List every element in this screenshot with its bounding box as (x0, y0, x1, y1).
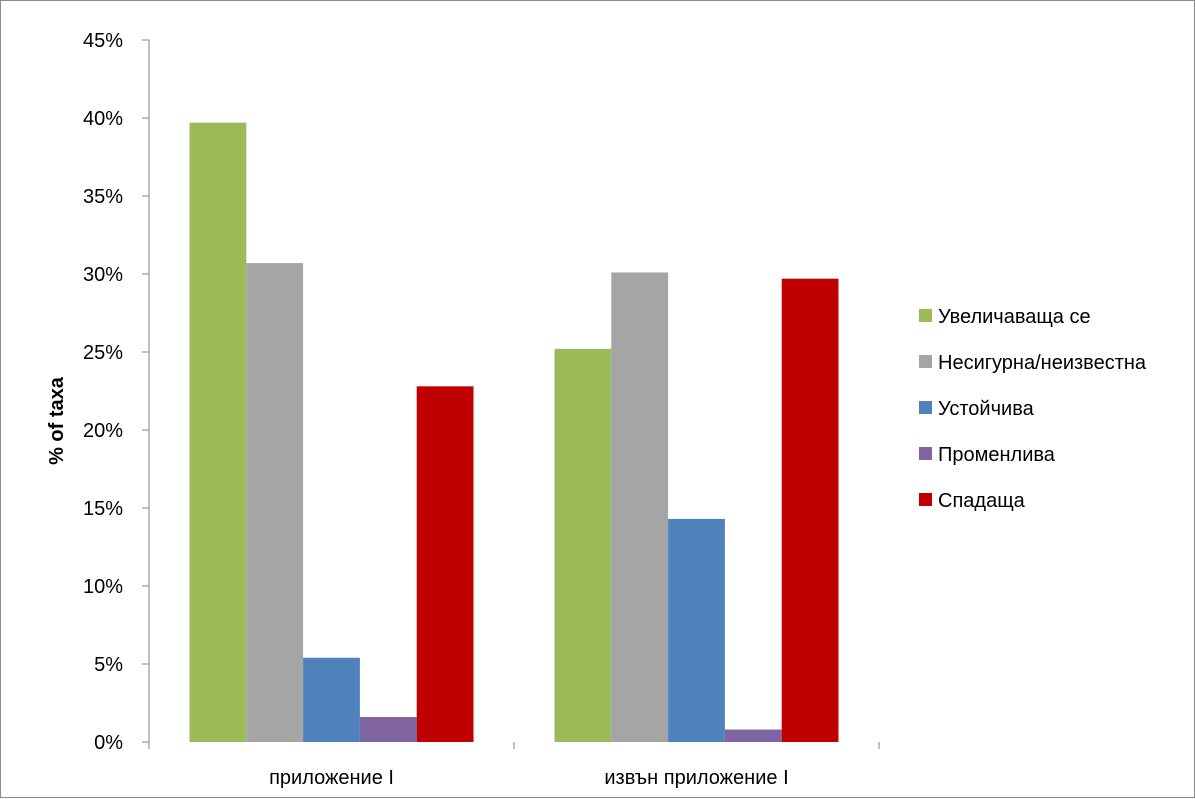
legend-label: Несигурна/неизвестна (938, 352, 1147, 374)
y-tick-label: 15% (83, 498, 123, 520)
bar-3-1 (303, 657, 360, 742)
x-category-label: извън приложение I (604, 767, 788, 789)
y-tick-label: 25% (83, 342, 123, 364)
bar-1-2 (554, 348, 612, 742)
legend-label: Спадаща (938, 490, 1026, 512)
y-tick-label: 30% (83, 264, 123, 286)
bar-1-1 (189, 122, 247, 743)
legend-swatch (919, 309, 932, 322)
bar-3-2 (668, 518, 725, 742)
bar-5-1 (416, 386, 474, 742)
y-tick-label: 35% (83, 186, 123, 208)
bar-2-2 (611, 272, 669, 742)
y-tick-label: 45% (83, 30, 123, 52)
legend: Увеличаваща се Несигурна/неизвестна Устойч… (919, 306, 1147, 512)
x-category-label: приложение I (269, 767, 394, 789)
legend-swatch (919, 401, 932, 414)
bar-4-2 (724, 729, 782, 742)
bar-4-1 (359, 717, 417, 742)
y-tick-label: 20% (83, 420, 123, 442)
legend-label: Променлива (938, 444, 1056, 466)
x-axis-labels: приложение I извън приложение I (269, 767, 789, 789)
bar-5-2 (781, 278, 839, 742)
bar-2-1 (246, 263, 304, 742)
bars (189, 122, 839, 743)
y-axis-ticks: 0% 5% 10% 15% 20% 25% 30% 35% 40% 45% (83, 30, 149, 754)
y-axis-title: % of taxa (46, 376, 68, 465)
legend-swatch (919, 493, 932, 506)
y-tick-label: 5% (94, 654, 123, 676)
legend-label: Устойчива (938, 398, 1035, 420)
legend-swatch (919, 447, 932, 460)
y-tick-label: 0% (94, 732, 123, 754)
y-tick-label: 40% (83, 108, 123, 130)
axes (148, 40, 880, 749)
legend-swatch (919, 355, 932, 368)
y-tick-label: 10% (83, 576, 123, 598)
legend-label: Увеличаваща се (938, 306, 1091, 328)
